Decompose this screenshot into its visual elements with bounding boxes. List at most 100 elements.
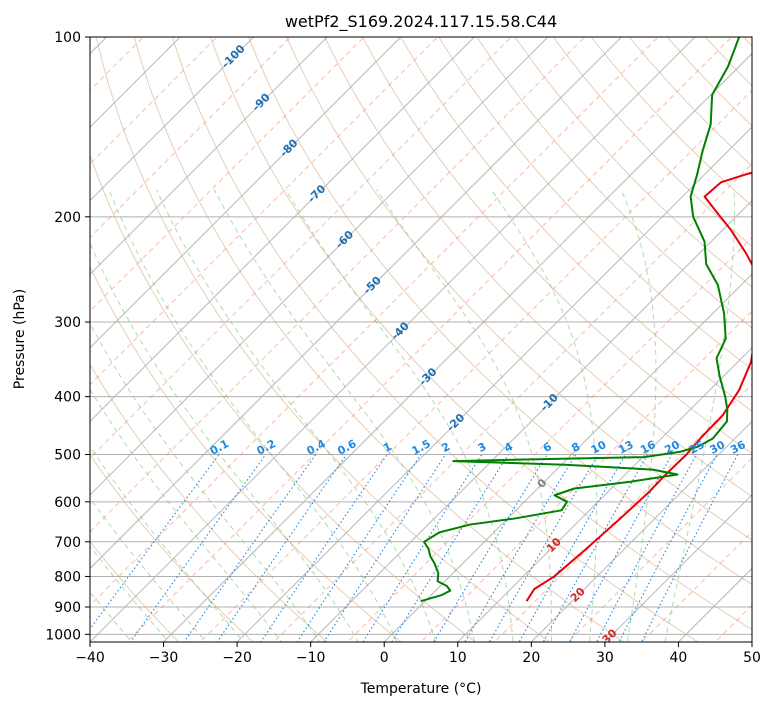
dry-adiabat-line — [438, 37, 752, 370]
x-tick-label: 0 — [380, 650, 389, 666]
x-tick-label: 10 — [449, 650, 467, 666]
dry-adiabat-line — [90, 153, 477, 642]
dashed-isotherm — [346, 236, 752, 642]
temperature-profile — [525, 171, 752, 602]
isotherm-line — [162, 52, 752, 642]
mixing-ratio-line — [518, 454, 627, 642]
isotherm-line — [90, 37, 549, 496]
moist-adiabat-line — [90, 241, 359, 642]
y-axis: 100 200 300 400 500 600 700 800 900 1000 — [45, 30, 90, 643]
dashed-isotherm — [90, 37, 586, 533]
chart-title: wetPf2_S169.2024.117.15.58.C44 — [285, 12, 557, 32]
y-tick-label: 300 — [54, 315, 81, 331]
dry-adiabat-line — [514, 37, 752, 288]
dashed-isotherm — [90, 37, 439, 386]
y-tick-label: 1000 — [45, 627, 81, 643]
moist-adiabat-line — [620, 189, 657, 642]
mixing-ratio-line — [542, 454, 649, 642]
x-tick-label: −10 — [296, 650, 326, 666]
isotherms — [90, 37, 752, 642]
x-tick-label: 30 — [596, 650, 614, 666]
y-tick-label: 400 — [54, 390, 81, 406]
mixing-ratio-line — [183, 454, 317, 642]
x-axis: −40 −30 −20 −10 0 10 20 30 40 50 — [75, 642, 761, 666]
isotherm-line — [90, 37, 696, 642]
isotherm-line — [457, 347, 752, 642]
pressure-gridlines — [90, 37, 752, 635]
isotherm-line — [530, 420, 752, 642]
mixing-ratio-line — [596, 454, 697, 642]
dashed-isotherm — [493, 383, 752, 642]
moist-adiabat-line — [108, 189, 398, 642]
dry-adiabat-line — [247, 37, 752, 586]
dashed-isotherm — [199, 89, 752, 642]
isotherm-line — [90, 37, 623, 570]
dry-adiabats — [90, 37, 752, 642]
mixing-ratio-label: 10 — [589, 438, 609, 457]
moist-adiabat-line — [156, 189, 437, 642]
moist-adiabat-line — [90, 322, 321, 642]
dashed-isotherm — [126, 37, 733, 642]
isotherm-line — [90, 37, 475, 422]
dry-adiabat-line — [133, 37, 625, 642]
x-tick-label: 20 — [522, 650, 540, 666]
moist-adiabat-line — [664, 189, 735, 642]
mixing-ratio-line — [296, 454, 422, 642]
dry-adiabat-line — [90, 363, 328, 642]
isotherm-line — [90, 37, 402, 349]
mixing-ratio-line — [391, 454, 509, 642]
x-tick-label: −40 — [75, 650, 105, 666]
mixing-ratio-line — [433, 454, 548, 642]
mixing-ratio-label: 13 — [616, 438, 636, 457]
x-axis-label: Temperature (°C) — [360, 681, 482, 697]
plot-area: -100-90-80-70-60-50-40-30-20-10010203040… — [90, 37, 752, 642]
y-tick-label: 700 — [54, 535, 81, 551]
isotherm-line — [604, 494, 752, 642]
dry-adiabat-line — [90, 265, 403, 642]
skewed-isotherm-lines — [90, 37, 752, 642]
dashed-isotherm — [90, 37, 292, 239]
moist-adiabat-line — [90, 445, 245, 642]
dashed-isotherm — [90, 37, 365, 312]
dry-adiabat-line — [285, 37, 752, 541]
x-tick-label: 40 — [670, 650, 688, 666]
x-tick-label: −30 — [149, 650, 179, 666]
dashed-isotherm — [567, 457, 752, 642]
isotherm-line — [90, 37, 255, 202]
mixing-ratio-lines — [90, 454, 739, 642]
isotherm-line — [310, 200, 752, 642]
dry-adiabat-line — [209, 37, 752, 631]
isotherm-line — [90, 37, 181, 128]
isotherm-line — [90, 37, 328, 275]
dry-adiabat-line — [400, 37, 752, 412]
dry-adiabat-line — [171, 37, 699, 642]
mixing-ratio-label: 25 — [687, 438, 707, 457]
x-tick-label: 50 — [743, 650, 761, 666]
mixing-ratio-label: 20 — [662, 438, 682, 457]
mixing-ratio-line — [323, 454, 447, 642]
moist-adiabat-line — [490, 189, 598, 642]
mixing-ratio-line — [260, 454, 388, 642]
dashed-isotherm — [420, 310, 752, 642]
dry-adiabat-line — [324, 37, 752, 498]
moist-adiabat-line — [376, 189, 552, 642]
mixing-ratio-line — [488, 454, 599, 642]
mixing-ratio-label: 16 — [638, 438, 658, 457]
mixing-ratio-line — [362, 454, 483, 642]
y-tick-label: 900 — [54, 600, 81, 616]
dashed-isotherm — [273, 163, 752, 642]
isotherm-line — [236, 126, 752, 642]
y-axis-label: Pressure (hPa) — [12, 289, 28, 389]
y-tick-label: 100 — [54, 30, 81, 46]
mixing-ratio-line — [618, 454, 718, 642]
mixing-ratio-line — [464, 454, 577, 642]
mixing-ratio-label: 30 — [708, 438, 728, 457]
dashed-isotherm — [90, 37, 512, 459]
y-tick-label: 500 — [54, 448, 81, 464]
dashed-isotherm — [90, 37, 659, 606]
mixing-ratio-line — [641, 454, 739, 642]
x-tick-label: −20 — [222, 650, 252, 666]
